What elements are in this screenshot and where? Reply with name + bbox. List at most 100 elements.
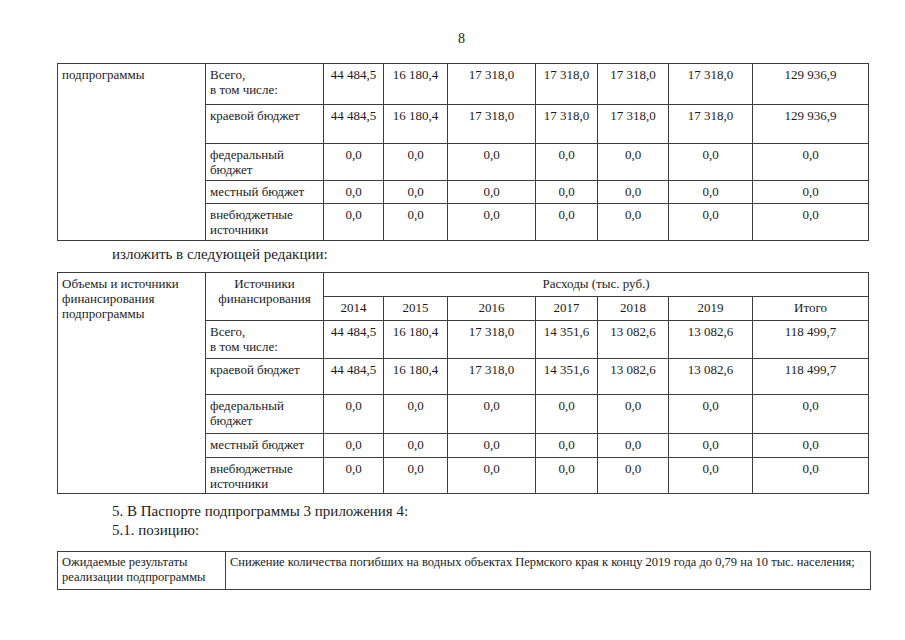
revision-intro-text: изложить в следующей редакции: bbox=[112, 246, 328, 263]
value-cell: 16 180,4 bbox=[384, 359, 448, 395]
value-cell: 0,0 bbox=[669, 181, 753, 204]
value-cell: 0,0 bbox=[753, 434, 869, 458]
value-cell: 16 180,4 bbox=[384, 321, 448, 359]
value-cell: 0,0 bbox=[598, 458, 669, 494]
value-cell: 0,0 bbox=[448, 395, 536, 434]
value-cell: 44 484,5 bbox=[324, 64, 384, 105]
value-cell: 16 180,4 bbox=[384, 105, 448, 144]
row-label-cell: Ожидаемые результаты реализации подпрогр… bbox=[58, 552, 226, 590]
item-5-text: 5. В Паспорте подпрограммы 3 приложения … bbox=[112, 503, 408, 520]
value-cell: 129 936,9 bbox=[753, 64, 869, 105]
source-label-cell: федеральный бюджет bbox=[206, 144, 324, 181]
value-cell: 17 318,0 bbox=[448, 64, 536, 105]
value-cell: 0,0 bbox=[669, 204, 753, 241]
source-label-cell: внебюджетные источники bbox=[206, 458, 324, 494]
value-cell: 13 082,6 bbox=[598, 359, 669, 395]
value-cell: 0,0 bbox=[384, 144, 448, 181]
value-cell: 0,0 bbox=[753, 204, 869, 241]
source-label-cell: краевой бюджет bbox=[206, 359, 324, 395]
source-label-cell: местный бюджет bbox=[206, 181, 324, 204]
value-cell: 13 082,6 bbox=[598, 321, 669, 359]
value-cell: 0,0 bbox=[384, 181, 448, 204]
source-label-cell: внебюджетные источники bbox=[206, 204, 324, 241]
value-cell: 0,0 bbox=[669, 144, 753, 181]
value-cell: 0,0 bbox=[324, 204, 384, 241]
value-cell: 0,0 bbox=[536, 204, 598, 241]
value-cell: 17 318,0 bbox=[536, 105, 598, 144]
value-cell: 0,0 bbox=[384, 458, 448, 494]
value-cell: 0,0 bbox=[753, 395, 869, 434]
value-cell: 0,0 bbox=[669, 395, 753, 434]
value-cell: 17 318,0 bbox=[448, 359, 536, 395]
value-cell: 0,0 bbox=[669, 434, 753, 458]
year-header-cell: 2016 bbox=[448, 297, 536, 321]
value-cell: 17 318,0 bbox=[536, 64, 598, 105]
value-cell: 0,0 bbox=[536, 395, 598, 434]
value-cell: 16 180,4 bbox=[384, 64, 448, 105]
value-cell: 13 082,6 bbox=[669, 359, 753, 395]
value-cell: 129 936,9 bbox=[753, 105, 869, 144]
value-cell: 17 318,0 bbox=[448, 321, 536, 359]
year-header-cell: 2017 bbox=[536, 297, 598, 321]
source-label-cell: местный бюджет bbox=[206, 434, 324, 458]
value-cell: 0,0 bbox=[324, 458, 384, 494]
value-cell: 0,0 bbox=[598, 434, 669, 458]
value-cell: 14 351,6 bbox=[536, 359, 598, 395]
value-cell: 13 082,6 bbox=[669, 321, 753, 359]
year-header-cell: 2015 bbox=[384, 297, 448, 321]
value-cell: 0,0 bbox=[536, 181, 598, 204]
source-label-cell: федеральный бюджет bbox=[206, 395, 324, 434]
value-cell: 17 318,0 bbox=[669, 105, 753, 144]
source-label-cell: Всего, в том числе: bbox=[206, 64, 324, 105]
value-cell: 0,0 bbox=[448, 181, 536, 204]
expected-results-table: Ожидаемые результаты реализации подпрогр… bbox=[57, 551, 871, 590]
value-cell: 0,0 bbox=[598, 204, 669, 241]
row-label-cell: подпрограммы bbox=[58, 64, 206, 241]
result-text-cell: Снижение количества погибших на водных о… bbox=[226, 552, 871, 590]
source-label-cell: краевой бюджет bbox=[206, 105, 324, 144]
year-header-cell: 2019 bbox=[669, 297, 753, 321]
row-label-cell: Объемы и источники финансирования подпро… bbox=[58, 273, 206, 494]
value-cell: 0,0 bbox=[598, 181, 669, 204]
year-header-cell: Итого bbox=[753, 297, 869, 321]
value-cell: 0,0 bbox=[448, 144, 536, 181]
value-cell: 0,0 bbox=[324, 434, 384, 458]
value-cell: 17 318,0 bbox=[669, 64, 753, 105]
value-cell: 0,0 bbox=[448, 458, 536, 494]
value-cell: 0,0 bbox=[536, 458, 598, 494]
value-cell: 0,0 bbox=[324, 395, 384, 434]
source-label-cell: Всего, в том числе: bbox=[206, 321, 324, 359]
page-number: 8 bbox=[458, 31, 465, 47]
item-5-1-text: 5.1. позицию: bbox=[112, 522, 199, 539]
value-cell: 0,0 bbox=[324, 181, 384, 204]
value-cell: 0,0 bbox=[384, 204, 448, 241]
value-cell: 0,0 bbox=[753, 458, 869, 494]
value-cell: 44 484,5 bbox=[324, 321, 384, 359]
value-cell: 0,0 bbox=[598, 395, 669, 434]
value-cell: 0,0 bbox=[384, 395, 448, 434]
value-cell: 118 499,7 bbox=[753, 321, 869, 359]
value-cell: 14 351,6 bbox=[536, 321, 598, 359]
value-cell: 118 499,7 bbox=[753, 359, 869, 395]
value-cell: 0,0 bbox=[536, 434, 598, 458]
value-cell: 0,0 bbox=[448, 434, 536, 458]
value-cell: 44 484,5 bbox=[324, 105, 384, 144]
value-cell: 0,0 bbox=[753, 144, 869, 181]
sources-header-cell: Источники финансирования bbox=[206, 273, 324, 321]
value-cell: 0,0 bbox=[753, 181, 869, 204]
value-cell: 17 318,0 bbox=[598, 64, 669, 105]
funding-table-old-edition: подпрограммы Всего, в том числе: 44 484,… bbox=[57, 63, 869, 241]
year-header-cell: 2014 bbox=[324, 297, 384, 321]
year-header-cell: 2018 bbox=[598, 297, 669, 321]
value-cell: 0,0 bbox=[448, 204, 536, 241]
value-cell: 0,0 bbox=[536, 144, 598, 181]
value-cell: 0,0 bbox=[598, 144, 669, 181]
value-cell: 44 484,5 bbox=[324, 359, 384, 395]
value-cell: 0,0 bbox=[324, 144, 384, 181]
value-cell: 0,0 bbox=[669, 458, 753, 494]
value-cell: 17 318,0 bbox=[448, 105, 536, 144]
value-cell: 0,0 bbox=[384, 434, 448, 458]
funding-table-new-edition: Объемы и источники финансирования подпро… bbox=[57, 272, 869, 494]
value-cell: 17 318,0 bbox=[598, 105, 669, 144]
expenses-header-cell: Расходы (тыс. руб.) bbox=[324, 273, 869, 297]
